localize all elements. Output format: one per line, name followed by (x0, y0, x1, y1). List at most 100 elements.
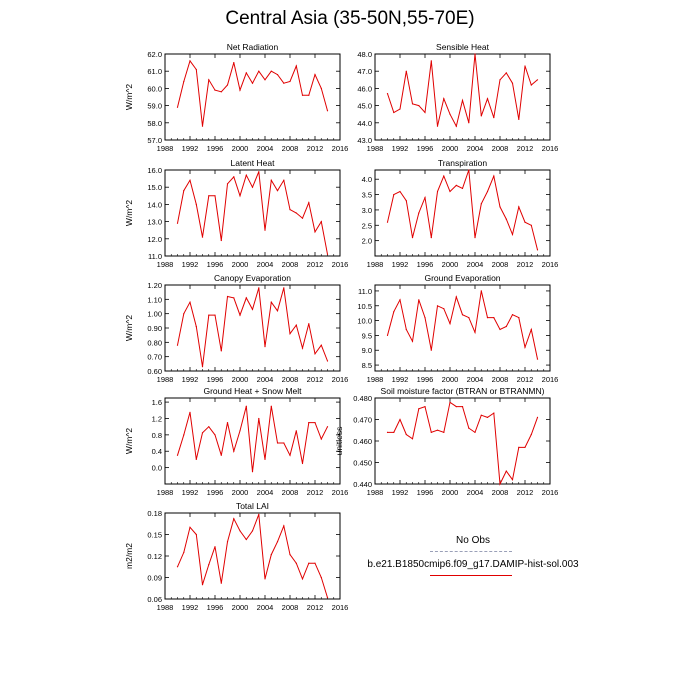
x-tick-label: 1988 (157, 260, 174, 269)
data-point (251, 530, 254, 532)
x-tick-label: 2012 (307, 488, 324, 497)
data-point (436, 305, 439, 307)
data-point (226, 541, 229, 543)
y-axis-label: unitless (334, 427, 344, 456)
legend-label-obs: No Obs (456, 535, 490, 546)
panel-title: Transpiration (438, 158, 488, 168)
y-tick-label: 3.5 (362, 191, 372, 200)
data-point (251, 471, 254, 473)
data-point (176, 106, 179, 108)
y-tick-label: 61.0 (147, 67, 162, 76)
legend-item-model: b.e21.B1850cmip6.f09_g17.DAMIP-hist-sol.… (360, 559, 586, 583)
data-point (320, 87, 322, 89)
data-point (449, 323, 451, 325)
data-point (443, 308, 445, 310)
panel-frame (374, 169, 551, 257)
data-point (399, 190, 401, 193)
data-point (276, 541, 279, 543)
data-point (183, 313, 185, 315)
x-tick-label: 2008 (282, 144, 299, 153)
data-point (220, 239, 222, 242)
data-point (530, 224, 532, 226)
panel-5: Canopy Evaporation W/m^2 1988 1992 1996 2000 2… (124, 273, 348, 384)
data-point (449, 401, 451, 403)
data-point (430, 349, 432, 351)
x-tick-label: 1996 (207, 488, 224, 497)
data-point (443, 431, 445, 433)
data-point (320, 344, 322, 346)
data-point (270, 554, 272, 556)
data-point (283, 179, 285, 181)
y-tick-label: 0.4 (152, 447, 162, 456)
data-point (214, 89, 216, 91)
x-tick-label: 1988 (157, 603, 174, 612)
x-tick-label: 2000 (232, 375, 249, 384)
data-point (176, 454, 179, 456)
panel-9: Total LAI m2/m2 1988 1992 1996 2000 2004 2008 20… (124, 501, 348, 612)
data-point (270, 179, 272, 181)
data-point (239, 195, 241, 197)
data-point (208, 195, 210, 197)
y-tick-label: 46.0 (357, 84, 372, 93)
data-point (436, 190, 439, 193)
x-tick-label: 1992 (182, 260, 199, 269)
data-point (449, 113, 451, 115)
data-point (393, 311, 395, 313)
y-tick-label: 48.0 (357, 50, 372, 59)
data-point (536, 358, 539, 360)
y-tick-label: 2.5 (362, 221, 372, 230)
data-point (270, 405, 272, 407)
x-tick-label: 2012 (517, 260, 534, 269)
y-tick-label: 60.0 (147, 84, 162, 93)
y-tick-label: 59.0 (147, 102, 162, 111)
data-point (239, 314, 241, 316)
y-tick-label: 44.0 (357, 119, 372, 128)
data-point (314, 74, 316, 76)
data-point (405, 70, 407, 72)
panel-frame (374, 397, 551, 485)
data-point (418, 212, 420, 214)
data-point (245, 72, 247, 74)
data-point (518, 317, 520, 319)
x-tick-label: 1988 (367, 260, 384, 269)
x-tick-label: 2012 (517, 375, 534, 384)
series-line (177, 514, 328, 598)
x-tick-label: 2004 (257, 603, 274, 612)
panel-title: Ground Heat + Snow Melt (203, 386, 302, 396)
series-line (177, 59, 328, 127)
x-tick-label: 2012 (307, 603, 324, 612)
data-point (201, 584, 204, 586)
panel-4: Transpiration 1988 1992 1996 2000 2004 2008 201… (362, 158, 559, 269)
data-point (289, 333, 291, 335)
data-point (264, 346, 266, 348)
x-tick-label: 2004 (467, 144, 484, 153)
data-point (493, 175, 495, 177)
data-point (258, 70, 260, 72)
data-point (301, 217, 304, 219)
panel-frame (164, 53, 341, 141)
y-tick-label: 1.6 (152, 398, 162, 407)
data-point (258, 513, 260, 516)
data-point (195, 68, 197, 71)
data-point (233, 450, 235, 452)
data-point (493, 412, 495, 414)
data-point (424, 317, 426, 319)
data-point (295, 562, 297, 564)
data-point (289, 454, 291, 456)
data-point (518, 206, 520, 208)
data-point (511, 82, 514, 84)
data-point (505, 72, 507, 74)
data-point (208, 564, 210, 566)
data-point (411, 103, 414, 105)
x-tick-label: 2012 (307, 260, 324, 269)
x-tick-label: 2012 (517, 488, 534, 497)
y-tick-label: 47.0 (357, 67, 372, 76)
data-point (486, 190, 489, 193)
data-point (283, 442, 285, 444)
data-point (264, 79, 266, 81)
data-point (443, 175, 445, 177)
data-point (308, 94, 310, 96)
y-tick-label: 0.18 (147, 509, 162, 518)
data-point (468, 317, 470, 319)
y-tick-label: 0.70 (147, 353, 162, 362)
